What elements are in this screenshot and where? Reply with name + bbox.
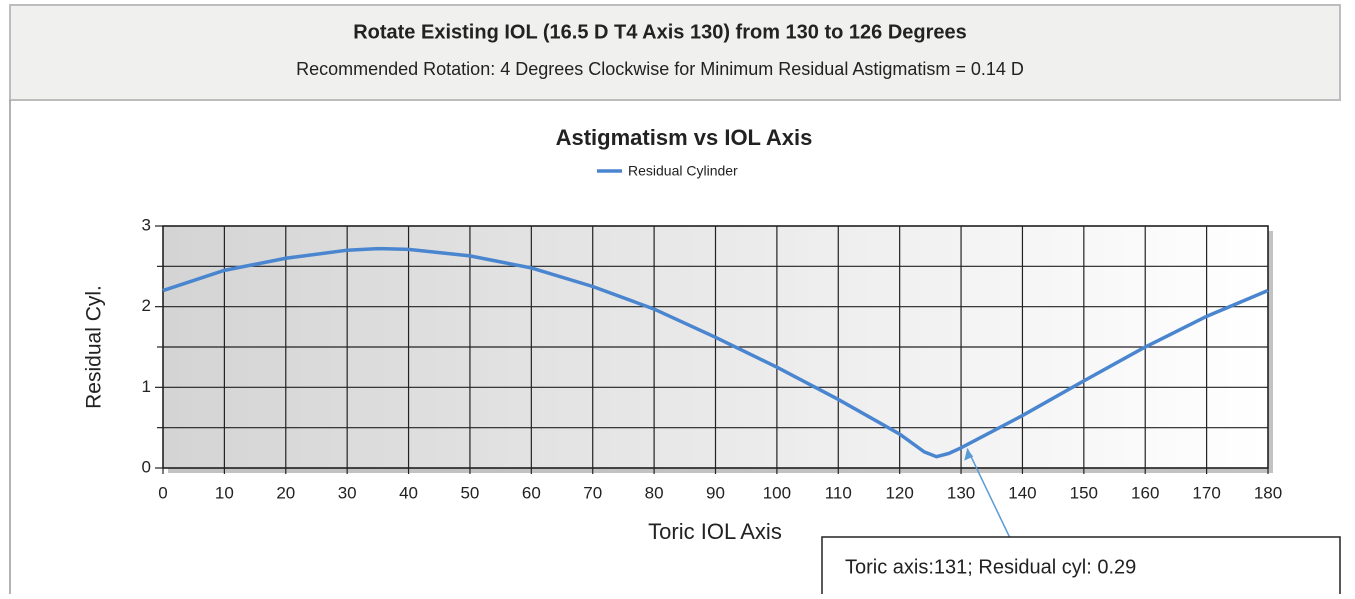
x-tick-label: 130 [947,483,975,502]
line-series [162,246,1269,459]
x-tick-label: 50 [460,483,479,502]
x-axis-title: Toric IOL Axis [648,519,782,544]
x-tick-label: 10 [215,483,234,502]
annotation-text: Toric axis:131; Residual cyl: 0.29 [845,556,1136,578]
y-tick-label: 1 [142,377,151,396]
x-tick-label: 30 [338,483,357,502]
x-tick-label: 100 [763,483,791,502]
x-tick-label: 40 [399,483,418,502]
y-tick-label: 0 [142,457,151,476]
chart-title: Astigmatism vs IOL Axis [556,125,813,150]
y-axis-title: Residual Cyl. [83,285,106,409]
y-tick-label: 2 [142,296,151,315]
header-subtitle: Recommended Rotation: 4 Degrees Clockwis… [296,59,1024,79]
x-tick-label: 60 [522,483,541,502]
x-tick-label: 80 [645,483,664,502]
arrow-head [964,448,974,461]
x-tick-label: 140 [1008,483,1036,502]
x-tick-label: 170 [1192,483,1220,502]
x-tick-label: 70 [583,483,602,502]
x-tick-label: 90 [706,483,725,502]
x-tick-label: 160 [1131,483,1159,502]
x-tick-label: 180 [1254,483,1282,502]
header-box [9,4,1341,101]
x-tick-label: 110 [825,483,852,502]
annotation-box [821,536,1341,599]
x-tick-label: 120 [885,483,913,502]
x-tick-label: 0 [158,483,167,502]
legend-label: Residual Cylinder [628,163,738,179]
x-tick-label: 150 [1070,483,1098,502]
header-title: Rotate Existing IOL (16.5 D T4 Axis 130)… [353,21,967,43]
x-tick-label: 20 [276,483,295,502]
y-tick-label: 3 [142,215,151,234]
annotation-arrow [966,448,1011,539]
